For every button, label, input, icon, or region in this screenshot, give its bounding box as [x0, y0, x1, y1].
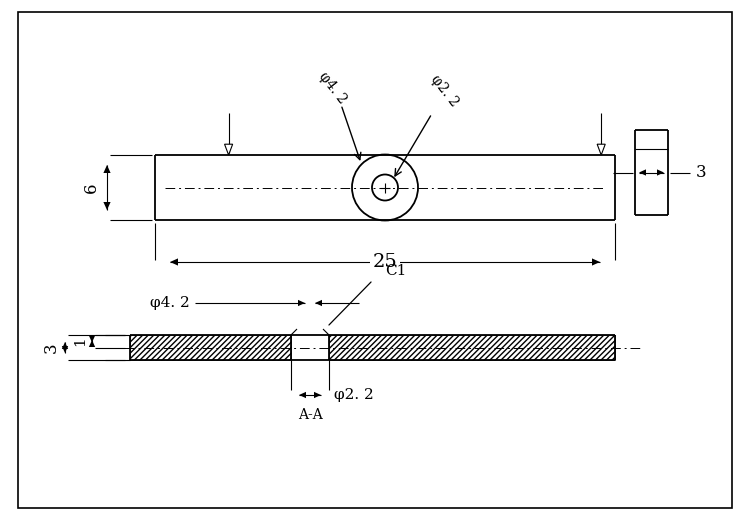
Text: φ2. 2: φ2. 2 — [428, 72, 461, 109]
Polygon shape — [314, 392, 321, 398]
Text: A-A: A-A — [298, 408, 322, 422]
Polygon shape — [639, 170, 646, 176]
Text: 1: 1 — [73, 336, 87, 346]
Polygon shape — [299, 392, 306, 398]
Polygon shape — [170, 258, 178, 266]
Polygon shape — [224, 144, 232, 155]
Polygon shape — [298, 300, 305, 306]
Text: C1: C1 — [385, 264, 406, 278]
Text: 6: 6 — [82, 182, 100, 193]
Polygon shape — [104, 165, 110, 173]
Text: φ2. 2: φ2. 2 — [334, 388, 374, 402]
Polygon shape — [88, 340, 95, 347]
Bar — [329, 335, 615, 360]
Bar — [130, 335, 291, 360]
Polygon shape — [88, 335, 95, 343]
Text: φ4. 2: φ4. 2 — [150, 296, 190, 310]
Polygon shape — [315, 300, 322, 306]
Polygon shape — [592, 258, 600, 266]
Polygon shape — [597, 144, 605, 155]
Text: φ4. 2: φ4. 2 — [316, 69, 350, 106]
Text: 3: 3 — [696, 164, 706, 181]
Text: 3: 3 — [43, 342, 59, 353]
Polygon shape — [104, 202, 110, 210]
Text: 25: 25 — [373, 253, 398, 271]
Polygon shape — [62, 342, 68, 349]
Polygon shape — [62, 346, 68, 353]
Polygon shape — [657, 170, 664, 176]
